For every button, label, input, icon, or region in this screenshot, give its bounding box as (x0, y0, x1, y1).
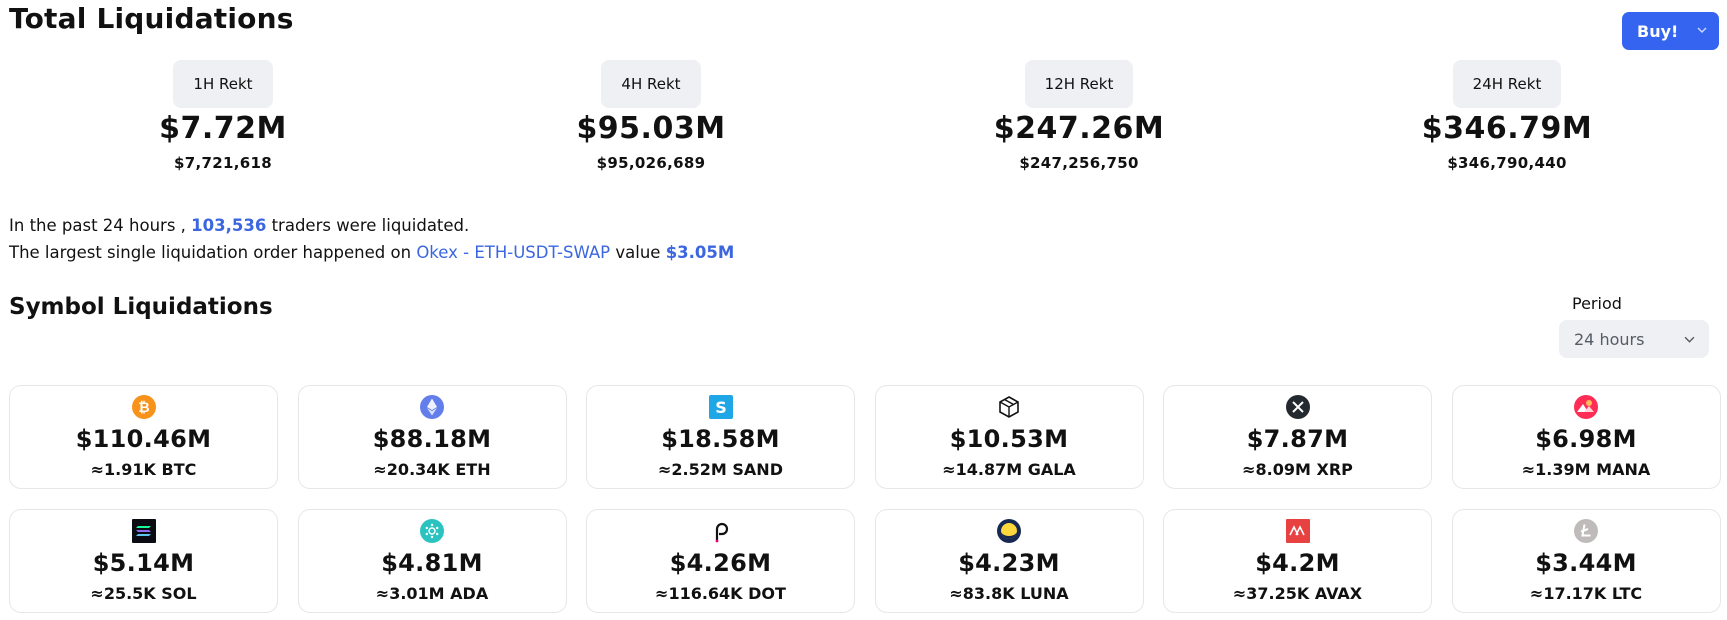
total-amount: $247.26M (993, 111, 1165, 146)
symbol-amount: $3.44M (1535, 549, 1637, 577)
traders-count: 103,536 (191, 216, 267, 235)
symbol-quantity: ≈37.25K AVAX (1232, 584, 1363, 603)
chevron-down-icon (1697, 27, 1707, 33)
summary-line-traders: In the past 24 hours , 103,536 traders w… (9, 212, 734, 239)
svg-text:S: S (715, 398, 727, 417)
symbol-quantity: ≈2.52M SAND (658, 460, 783, 479)
total-1h: 1H Rekt $7.72M $7,721,618 (73, 60, 373, 172)
symbol-card-ada[interactable]: $4.81M ≈3.01M ADA (297, 509, 567, 613)
buy-button[interactable]: Buy! (1622, 12, 1719, 50)
symbol-amount: $7.87M (1246, 425, 1349, 453)
symbol-card-mana[interactable]: $6.98M ≈1.39M MANA (1451, 385, 1721, 489)
period-pill-4h[interactable]: 4H Rekt (601, 60, 701, 108)
symbol-amount: $88.18M (372, 425, 492, 453)
symbol-card-btc[interactable]: ₿ $110.46M ≈1.91K BTC (9, 385, 278, 489)
total-4h: 4H Rekt $95.03M $95,026,689 (501, 60, 801, 172)
period-pill-12h[interactable]: 12H Rekt (1024, 60, 1134, 108)
symbol-amount: $110.46M (75, 425, 212, 453)
mana-icon (1574, 395, 1598, 419)
buy-button-label: Buy! (1637, 21, 1679, 41)
symbol-card-sand[interactable]: S $18.58M ≈2.52M SAND (586, 385, 855, 489)
symbol-amount: $4.26M (669, 549, 772, 577)
totals-row: 1H Rekt $7.72M $7,721,618 4H Rekt $95.03… (0, 60, 1727, 190)
symbol-amount: $10.53M (949, 425, 1069, 453)
symbol-card-ltc[interactable]: $3.44M ≈17.17K LTC (1451, 509, 1721, 613)
symbol-quantity: ≈83.8K LUNA (949, 584, 1069, 603)
symbol-amount: $4.2M (1255, 549, 1340, 577)
section-title: Symbol Liquidations (9, 294, 273, 320)
page-title: Total Liquidations (9, 2, 294, 35)
symbol-quantity: ≈20.34K ETH (373, 460, 491, 479)
ada-icon (420, 519, 444, 543)
summary-text: traders were liquidated. (271, 216, 470, 235)
symbol-amount: $6.98M (1535, 425, 1637, 453)
symbol-card-dot[interactable]: $4.26M ≈116.64K DOT (586, 509, 855, 613)
summary-text: value (615, 243, 661, 262)
symbol-quantity: ≈1.39M MANA (1521, 460, 1651, 479)
symbol-quantity: ≈25.5K SOL (90, 584, 197, 603)
symbol-card-eth[interactable]: $88.18M ≈20.34K ETH (297, 385, 567, 489)
symbol-quantity: ≈17.17K LTC (1529, 584, 1643, 603)
period-select-value: 24 hours (1574, 329, 1645, 349)
symbol-quantity: ≈14.87M GALA (942, 460, 1076, 479)
svg-text:₿: ₿ (138, 400, 149, 416)
symbol-amount: $5.14M (92, 549, 195, 577)
eth-icon (420, 395, 444, 419)
total-exact: $247,256,750 (1019, 154, 1139, 172)
summary-text: The largest single liquidation order hap… (9, 243, 412, 262)
symbol-quantity: ≈1.91K BTC (90, 460, 197, 479)
period-label: Period (1572, 294, 1622, 313)
symbol-card-gala[interactable]: $10.53M ≈14.87M GALA (874, 385, 1144, 489)
period-select[interactable]: 24 hours (1559, 320, 1709, 358)
symbol-card-xrp[interactable]: $7.87M ≈8.09M XRP (1163, 385, 1432, 489)
symbol-card-sol[interactable]: $5.14M ≈25.5K SOL (9, 509, 278, 613)
total-amount: $7.72M (159, 111, 287, 146)
chevron-down-icon (1684, 336, 1695, 343)
sol-icon (131, 519, 156, 543)
symbol-card-luna[interactable]: $4.23M ≈83.8K LUNA (874, 509, 1144, 613)
symbol-amount: $4.81M (381, 549, 483, 577)
avax-icon (1285, 519, 1310, 543)
largest-order-value: $3.05M (665, 243, 735, 262)
luna-icon (997, 519, 1021, 543)
total-amount: $346.79M (1421, 111, 1593, 146)
total-12h: 12H Rekt $247.26M $247,256,750 (929, 60, 1229, 172)
symbol-card-avax[interactable]: $4.2M ≈37.25K AVAX (1163, 509, 1432, 613)
ltc-icon (1574, 519, 1598, 543)
total-24h: 24H Rekt $346.79M $346,790,440 (1357, 60, 1657, 172)
symbol-amount: $4.23M (958, 549, 1060, 577)
liquidation-summary: In the past 24 hours , 103,536 traders w… (9, 212, 734, 266)
total-exact: $346,790,440 (1447, 154, 1567, 172)
total-exact: $7,721,618 (174, 154, 272, 172)
symbol-quantity: ≈116.64K DOT (655, 584, 786, 603)
period-pill-1h[interactable]: 1H Rekt (173, 60, 273, 108)
xrp-icon (1285, 395, 1310, 419)
dot-icon (709, 519, 733, 543)
total-amount: $95.03M (576, 111, 726, 146)
symbol-quantity: ≈3.01M ADA (375, 584, 489, 603)
period-pill-24h[interactable]: 24H Rekt (1452, 60, 1562, 108)
symbol-quantity: ≈8.09M XRP (1242, 460, 1353, 479)
symbol-amount: $18.58M (661, 425, 780, 453)
total-exact: $95,026,689 (596, 154, 706, 172)
summary-text: In the past 24 hours , (9, 216, 186, 235)
sand-icon: S (708, 395, 733, 419)
symbol-grid: ₿ $110.46M ≈1.91K BTC $88.18M ≈20.34K ET… (9, 385, 1721, 613)
largest-order-market-link[interactable]: Okex - ETH-USDT-SWAP (416, 243, 611, 262)
summary-line-largest: The largest single liquidation order hap… (9, 239, 734, 266)
btc-icon: ₿ (131, 395, 156, 419)
gala-icon (997, 395, 1021, 419)
